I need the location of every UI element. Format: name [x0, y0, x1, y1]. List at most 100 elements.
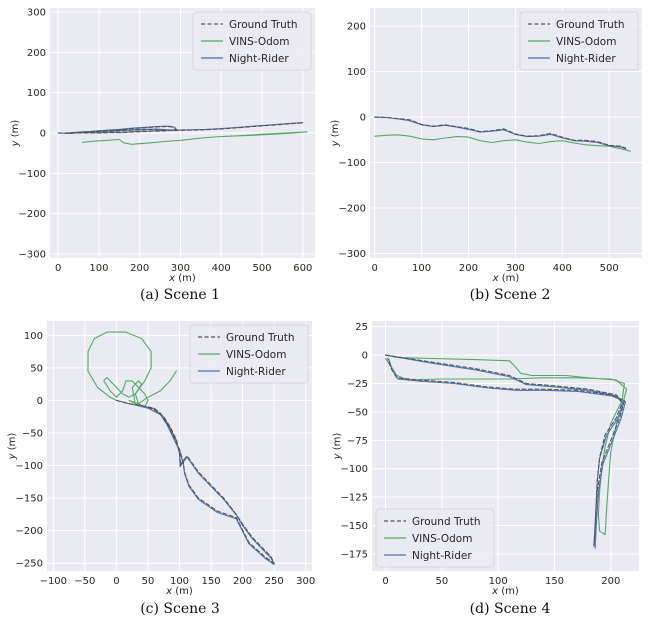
- y-tick-label: −300: [339, 249, 366, 260]
- legend-label: Ground Truth: [226, 332, 295, 344]
- y-tick-label: −75: [347, 436, 368, 447]
- y-tick-label: −150: [341, 521, 368, 532]
- x-tick-label: 400: [553, 263, 572, 274]
- chart-scene-2: 0 100 200 300 400 500 −300 −200 −100 0 100 200 x (m)…: [330, 8, 642, 284]
- y-tick-label: −50: [22, 428, 43, 439]
- x-tick-label: −100: [40, 576, 67, 587]
- chart-scene-3: −100 −50 0 50 100 150 200 250 300 −250 −200 −150 −10…: [7, 321, 315, 597]
- chart-scene-1: 0 100 200 300 400 500 600 −300 −200 −100 0 100 200 30…: [10, 8, 315, 284]
- legend-label: Night-Rider: [226, 366, 286, 378]
- y-tick-label: −250: [16, 559, 43, 570]
- y-tick-label: −175: [341, 549, 368, 560]
- x-tick-label: 300: [171, 263, 190, 274]
- series-line-ground-truth: [115, 399, 275, 564]
- y-tick-label: −100: [341, 464, 368, 475]
- x-tick-label: 300: [506, 263, 525, 274]
- y-tick-label: −200: [19, 209, 46, 220]
- x-tick-label: 0: [113, 576, 119, 587]
- series-line-vins-odom: [82, 131, 308, 145]
- x-tick-label: 500: [252, 263, 271, 274]
- y-tick-label: −50: [347, 407, 368, 418]
- y-tick-label: 200: [27, 48, 46, 59]
- chart-caption: (b) Scene 2: [469, 287, 551, 303]
- y-tick-label: −100: [16, 461, 43, 472]
- y-tick-label: 300: [27, 8, 46, 19]
- legend: [519, 11, 639, 71]
- series-line-ground-truth: [57, 122, 304, 134]
- legend-label: Night-Rider: [556, 53, 616, 65]
- legend: [189, 324, 309, 384]
- y-tick-label: 25: [355, 322, 368, 333]
- y-tick-label: 100: [347, 67, 366, 78]
- y-tick-label: 200: [347, 22, 366, 33]
- x-tick-label: 50: [435, 576, 448, 587]
- x-tick-label: 100: [170, 576, 189, 587]
- y-tick-label: 100: [24, 331, 43, 342]
- y-tick-label: 0: [360, 113, 366, 124]
- x-tick-label: 250: [265, 576, 284, 587]
- x-tick-label: 100: [489, 576, 508, 587]
- chart-panel-scene-2: 0 100 200 300 400 500 −300 −200 −100 0 100 200 x (m)…: [330, 0, 667, 312]
- chart-caption: (a) Scene 1: [139, 287, 221, 303]
- chart-panel-scene-1: 0 100 200 300 400 500 600 −300 −200 −100 0 100 200 30…: [0, 0, 333, 312]
- legend-label: VINS-Odom: [556, 36, 616, 48]
- x-tick-label: 200: [459, 263, 478, 274]
- legend-label: VINS-Odom: [229, 36, 289, 48]
- legend-label: Ground Truth: [556, 19, 625, 31]
- y-tick-label: −200: [16, 526, 43, 537]
- legend-label: Ground Truth: [229, 19, 298, 31]
- legend: [192, 11, 312, 71]
- x-tick-label: 150: [202, 576, 221, 587]
- series-line-vins-odom: [87, 331, 177, 408]
- series-line-ground-truth: [384, 354, 625, 547]
- x-tick-label: 300: [296, 576, 315, 587]
- legend-label: VINS-Odom: [226, 349, 286, 361]
- chart-panel-scene-4: 0 50 100 150 200 −175 −150 −125 −100 −75 −50 −25 0 25…: [332, 313, 667, 625]
- series-line-night-rider: [374, 116, 627, 150]
- y-tick-label: 0: [40, 129, 46, 140]
- x-tick-label: 0: [55, 263, 61, 274]
- x-tick-label: 400: [212, 263, 231, 274]
- y-axis-label: y (m): [332, 433, 343, 461]
- x-tick-label: −50: [74, 576, 95, 587]
- x-tick-label: 100: [412, 263, 431, 274]
- y-axis-label: y (m): [10, 120, 21, 148]
- x-tick-label: 200: [233, 576, 252, 587]
- y-tick-label: −25: [347, 379, 368, 390]
- chart-scene-4: 0 50 100 150 200 −175 −150 −125 −100 −75 −50 −25 0 25…: [332, 321, 639, 597]
- series-line-night-rider: [384, 354, 627, 549]
- y-tick-label: −125: [341, 493, 368, 504]
- x-tick-label: 500: [600, 263, 619, 274]
- x-axis-label: x (m): [491, 586, 519, 597]
- y-tick-label: −200: [339, 204, 366, 215]
- y-tick-label: −100: [339, 158, 366, 169]
- chart-panel-scene-3: −100 −50 0 50 100 150 200 250 300 −250 −200 −150 −10…: [0, 313, 333, 625]
- y-tick-label: −100: [19, 169, 46, 180]
- x-tick-label: 50: [142, 576, 155, 587]
- legend-label: Night-Rider: [412, 550, 472, 562]
- x-tick-label: 0: [382, 576, 388, 587]
- x-tick-label: 600: [293, 263, 312, 274]
- x-axis-label: x (m): [165, 586, 193, 597]
- chart-caption: (c) Scene 3: [140, 601, 220, 617]
- y-tick-label: −300: [19, 249, 46, 260]
- series-line-ground-truth: [374, 116, 627, 149]
- legend: [375, 508, 495, 568]
- series-line-vins-odom: [374, 134, 631, 152]
- x-tick-label: 150: [545, 576, 564, 587]
- legend-label: Night-Rider: [229, 53, 289, 65]
- legend-label: Ground Truth: [412, 516, 481, 528]
- x-tick-label: 200: [601, 576, 620, 587]
- y-tick-label: 0: [362, 351, 368, 362]
- y-axis-label: y (m): [330, 120, 341, 148]
- y-tick-label: 0: [37, 396, 43, 407]
- y-axis-label: y (m): [7, 433, 18, 461]
- x-tick-label: 100: [89, 263, 108, 274]
- legend-label: VINS-Odom: [412, 533, 472, 545]
- y-tick-label: −150: [16, 494, 43, 505]
- x-tick-label: 0: [372, 263, 378, 274]
- y-tick-label: 100: [27, 88, 46, 99]
- x-tick-label: 200: [130, 263, 149, 274]
- series-line-vins-odom: [384, 354, 628, 536]
- x-axis-label: x (m): [492, 273, 520, 284]
